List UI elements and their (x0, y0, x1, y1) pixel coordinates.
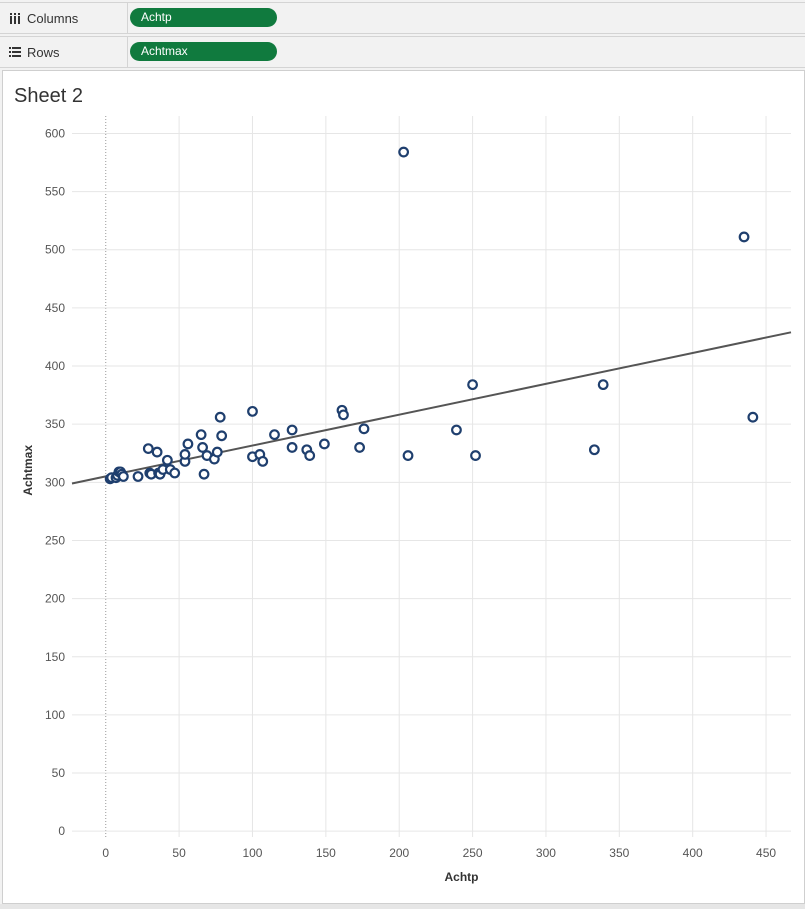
y-tick-label: 550 (45, 185, 65, 199)
x-tick-label: 300 (536, 846, 556, 860)
y-tick-label: 0 (58, 824, 65, 838)
data-point[interactable] (354, 442, 366, 453)
columns-label-text: Columns (27, 10, 79, 26)
y-tick-label: 300 (45, 475, 65, 489)
y-tick-label: 450 (45, 301, 65, 315)
x-tick-label: 100 (242, 846, 262, 860)
x-tick-label: 250 (463, 846, 483, 860)
achtp-pill[interactable]: Achtp (130, 8, 277, 27)
bottom-scrollbar[interactable] (0, 904, 805, 909)
x-tick-label: 0 (102, 846, 109, 860)
trend-line[interactable] (71, 331, 792, 485)
columns-icon (10, 13, 20, 24)
data-point[interactable] (132, 471, 144, 482)
data-point[interactable] (738, 231, 750, 243)
data-point[interactable] (216, 430, 228, 442)
y-tick-label: 500 (45, 243, 65, 257)
data-point[interactable] (286, 424, 298, 436)
data-point[interactable] (195, 429, 207, 441)
data-point[interactable] (214, 411, 226, 423)
data-point[interactable] (470, 450, 481, 461)
achtmax-pill[interactable]: Achtmax (130, 42, 277, 61)
data-point[interactable] (198, 468, 210, 480)
data-point[interactable] (117, 471, 129, 482)
data-point[interactable] (467, 379, 478, 391)
data-point[interactable] (402, 450, 414, 461)
y-tick-label: 150 (45, 650, 65, 664)
data-point[interactable] (358, 423, 370, 435)
data-point[interactable] (304, 450, 316, 461)
sheet-title: Sheet 2 (14, 85, 83, 107)
data-point[interactable] (398, 146, 410, 158)
data-point[interactable] (597, 379, 609, 391)
y-tick-label: 200 (45, 592, 65, 606)
x-tick-label: 150 (316, 846, 336, 860)
rows-shelf-label: Rows (0, 37, 128, 67)
data-point[interactable] (211, 446, 223, 458)
y-tick-label: 600 (45, 126, 65, 140)
x-tick-label: 450 (756, 846, 776, 860)
sheet-panel: Sheet 2 0 50 100 150 200 250 300 350 400 450 0 50 10… (2, 70, 805, 904)
data-point[interactable] (451, 424, 462, 436)
columns-shelf-label: Columns (0, 3, 128, 33)
data-point[interactable] (197, 442, 208, 453)
data-point[interactable] (269, 429, 280, 441)
data-point[interactable] (151, 446, 163, 458)
data-point[interactable] (169, 467, 181, 479)
rows-label-text: Rows (27, 44, 60, 60)
x-tick-label: 350 (609, 846, 629, 860)
data-point[interactable] (286, 442, 298, 453)
data-point[interactable] (179, 449, 191, 460)
x-tick-label: 400 (683, 846, 703, 860)
data-point[interactable] (257, 455, 269, 467)
data-point[interactable] (142, 443, 154, 454)
y-tick-label: 350 (45, 417, 65, 431)
scatter-chart: 0 50 100 150 200 250 300 350 400 450 0 50 100 150 200 2… (21, 116, 792, 884)
data-point[interactable] (161, 454, 173, 466)
data-point[interactable] (588, 444, 600, 456)
y-tick-label: 400 (45, 359, 65, 373)
y-axis-label: Achtmax (21, 445, 35, 496)
rows-shelf: Rows Achtmax (0, 36, 805, 68)
y-tick-label: 50 (52, 766, 66, 780)
x-tick-label: 200 (389, 846, 409, 860)
columns-shelf: Columns Achtp (0, 2, 805, 34)
data-point[interactable] (247, 405, 258, 417)
rows-icon (9, 47, 21, 57)
y-tick-label: 100 (45, 708, 65, 722)
x-axis-label: Achtp (445, 870, 479, 884)
data-point[interactable] (747, 411, 759, 423)
data-point[interactable] (338, 409, 349, 421)
data-point[interactable] (318, 438, 330, 450)
data-point[interactable] (182, 438, 194, 450)
y-tick-label: 250 (45, 533, 65, 547)
x-tick-label: 50 (172, 846, 186, 860)
